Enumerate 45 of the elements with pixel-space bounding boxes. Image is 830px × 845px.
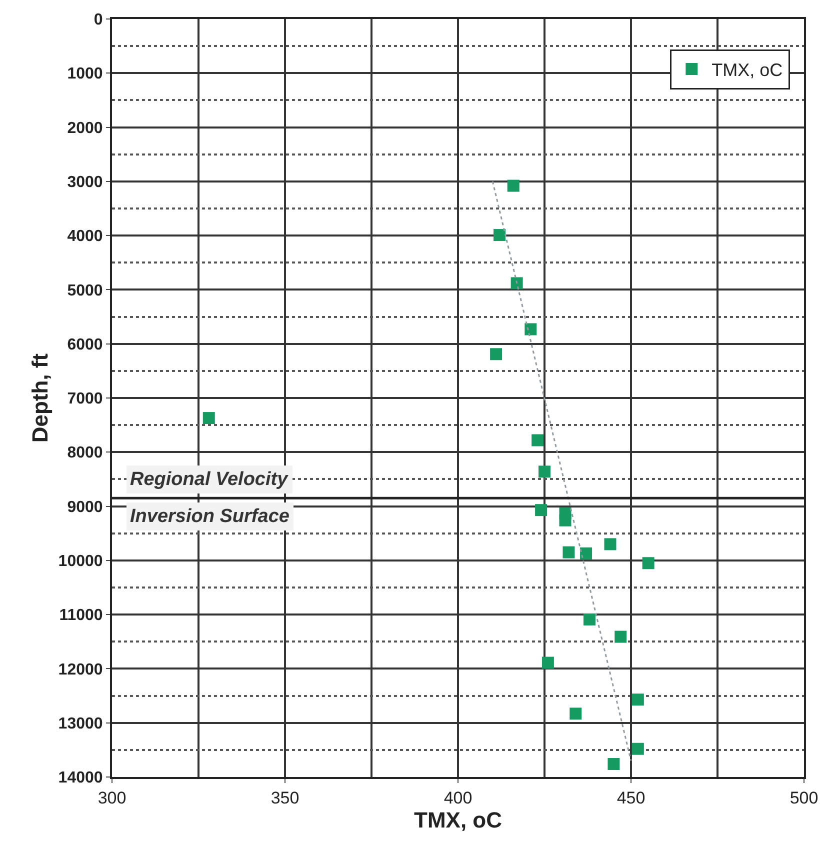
point: [642, 557, 654, 570]
y-tick-label: 3000: [67, 174, 103, 192]
ref-line-label: Regional Velocity Inversion Surface: [130, 469, 290, 527]
point: [583, 613, 596, 626]
point: [507, 180, 520, 192]
point: [510, 277, 523, 290]
y-tick-label: 0: [94, 12, 103, 29]
x-tick-label: 400: [444, 788, 472, 808]
y-tick-label: 9000: [67, 498, 103, 516]
point: [608, 758, 620, 770]
y-tick-label: 6000: [67, 336, 103, 354]
point: [538, 466, 550, 478]
y-tick-label: 7000: [67, 390, 103, 408]
point: [532, 434, 544, 446]
legend-label: TMX, oC: [712, 60, 783, 80]
y-tick-label: 13000: [58, 715, 103, 732]
point: [570, 708, 582, 720]
point: [559, 514, 572, 526]
point: [494, 229, 506, 242]
x-tick-label: 450: [616, 788, 646, 808]
y-tick-label: 12000: [58, 661, 103, 678]
point: [604, 538, 616, 550]
y-tick-label: 2000: [67, 120, 103, 137]
x-tick-label: 500: [790, 788, 818, 808]
point: [524, 323, 537, 336]
point: [542, 656, 554, 669]
point: [535, 504, 548, 516]
y-tick-label: 1000: [67, 66, 103, 83]
x-tick-label: 350: [270, 788, 300, 808]
point: [614, 630, 627, 643]
y-tick-label: 10000: [58, 553, 103, 570]
y-tick-label: 11000: [59, 607, 103, 624]
y-tick-label: 8000: [67, 444, 103, 462]
x-axis-title: TMX, oC: [414, 807, 502, 832]
point: [632, 742, 644, 755]
point: [580, 547, 592, 560]
point: [490, 348, 502, 360]
point: [632, 694, 644, 706]
y-axis-title: Depth, ft: [28, 352, 53, 443]
y-tick-label: 14000: [58, 770, 103, 787]
y-tick-label: 4000: [67, 228, 103, 246]
x-tick-label: 300: [98, 788, 126, 808]
y-tick-label: 5000: [67, 282, 103, 300]
point: [562, 546, 575, 558]
point: [202, 412, 215, 424]
